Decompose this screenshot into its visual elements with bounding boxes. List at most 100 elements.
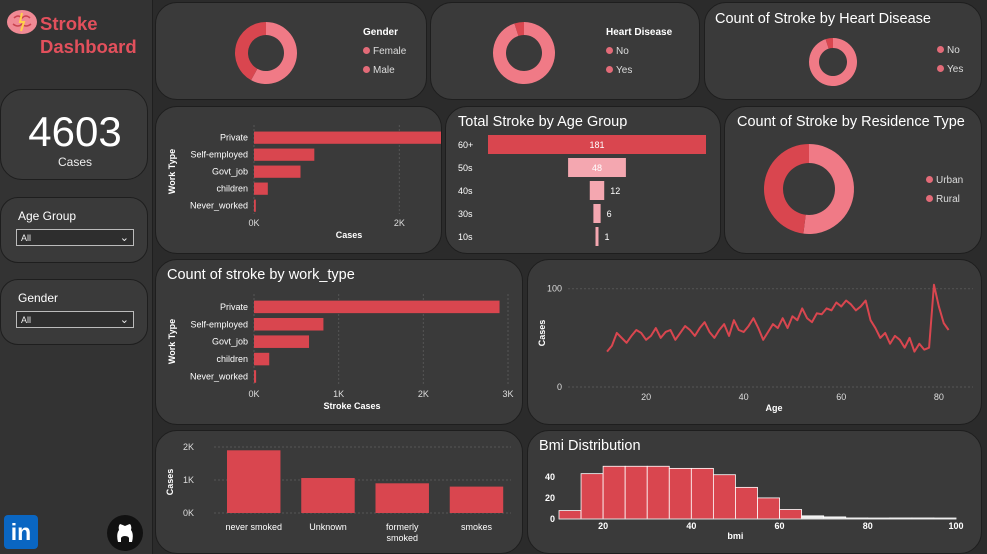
bmi-xtick: 20 [598,521,608,531]
legend-item-yes[interactable]: Yes [937,60,963,79]
bmi-bin [690,467,714,520]
github-icon[interactable] [106,514,144,552]
legend-dot [937,65,944,72]
gender-donut [235,22,297,84]
legend-item-urban[interactable]: Urban [926,171,963,190]
age-line-card: 0 100 20 40 60 80 Age Cases [527,259,982,425]
worktype-small-ylabel: Work Type [167,149,177,194]
smoking-ytick: 0K [183,508,194,518]
worktype-large-title: Count of stroke by work_type [167,267,355,283]
bmi-bin [624,465,648,520]
age-funnel-title: Total Stroke by Age Group [458,114,628,130]
gender-slicer: Gender All ⌄ [0,279,148,345]
residence-title: Count of Stroke by Residence Type [737,114,965,130]
linkedin-text: in [10,519,32,545]
gender-slice-male [235,22,266,81]
worktype-small-chart: 0K 2K Private Self-employed Govt_job children… [167,125,441,240]
worktype-large-bar [254,318,324,331]
chevron-down-icon: ⌄ [119,232,129,244]
age-line-series [606,283,950,353]
age-funnel-category-label: 10s [458,232,473,242]
bmi-ytick: 20 [545,493,555,503]
age-funnel-value-label: 12 [610,186,620,196]
bmi-xtick: 100 [948,521,963,531]
worktype-large-bar [254,370,257,383]
legend-item-rural[interactable]: Rural [926,190,963,209]
worktype-large-bar [254,352,270,366]
age-funnel-bar [589,181,605,200]
gender-label: Gender [18,291,59,305]
dashboard-title: Stroke Dashboard [40,12,137,58]
age-line-ytick: 0 [557,382,562,392]
worktype-small-bar [254,182,268,195]
worktype-large-xtick: 0K [248,389,259,399]
heart-count-legend: No Yes [937,41,963,79]
age-funnel-value-label: 6 [607,209,612,219]
bmi-bin [735,486,758,520]
legend-dot [926,176,933,183]
age-line-xtick: 80 [934,392,944,402]
dashboard-title-line2: Dashboard [40,36,137,57]
bmi-hist-card: Bmi Distribution 0 20 40 20 40 60 80 100 bmi [527,430,982,554]
linkedin-icon[interactable]: in [4,515,38,549]
bmi-ytick: 0 [550,514,555,524]
age-line-xtick: 20 [641,392,651,402]
smoking-category-label: smokes [461,522,493,532]
worktype-large-category-label: Govt_job [212,337,248,347]
legend-dot [363,66,370,73]
worktype-small-bar [254,131,441,144]
age-line-chart: 0 100 20 40 60 80 Age Cases [537,283,973,413]
kpi-card: 4603 Cases [0,89,148,180]
gender-legend-title: Gender [363,27,399,38]
worktype-small-xtick: 2K [394,218,405,228]
worktype-small-xtick: 0K [248,218,259,228]
smoking-bar [375,483,429,513]
age-group-dropdown[interactable]: All ⌄ [16,229,134,246]
age-funnel-category-label: 40s [458,186,473,196]
residence-legend: Urban Rural [926,171,963,209]
age-funnel-category-label: 50s [458,163,473,173]
legend-item-female[interactable]: Female [363,42,406,61]
smoking-ylabel: Cases [165,469,175,496]
age-line-ytick: 100 [547,284,562,294]
bmi-bin [558,510,582,520]
age-group-label: Age Group [18,209,77,223]
smoking-bar-card: 0K 1K 2K never smoked Unknown formerly smoked s… [155,430,523,554]
bmi-bin [712,474,736,520]
legend-item-no[interactable]: No [937,41,963,60]
age-funnel-bar [488,135,706,154]
kpi-value: 4603 [28,108,122,155]
worktype-small-bar [254,199,256,212]
age-line-xlabel: Age [765,403,782,413]
bmi-bin [668,467,692,520]
heart-disease-legend-title: Heart Disease [606,27,673,38]
legend-item-yes[interactable]: Yes [606,61,672,80]
age-line-xtick: 60 [836,392,846,402]
bmi-xtick: 60 [775,521,785,531]
worktype-large-category-label: Self-employed [190,319,248,329]
bmi-xtick: 40 [686,521,696,531]
worktype-large-category-label: Private [220,302,248,312]
age-line-xtick: 40 [739,392,749,402]
gender-donut-card: Gender Female Male [155,2,427,100]
heart-disease-donut-card: Heart Disease No Yes [430,2,700,100]
legend-dot [606,47,613,54]
heart-count-title: Count of Stroke by Heart Disease [715,11,931,27]
legend-item-male[interactable]: Male [363,61,406,80]
dashboard-title-line1: Stroke [40,13,98,34]
age-funnel-value-label: 48 [592,163,602,173]
bmi-bin [646,465,670,520]
smoking-category-label: never smoked [225,522,282,532]
bmi-bin [602,465,626,520]
legend-dot [606,66,613,73]
worktype-large-xtick: 2K [418,389,429,399]
heart-disease-donut [493,22,555,85]
heart-count-donut-card: Count of Stroke by Heart Disease No Yes [704,2,982,100]
heart-slice-yes [514,22,524,36]
worktype-small-bar [254,148,315,161]
worktype-small-category-label: Private [220,133,248,143]
gender-dropdown[interactable]: All ⌄ [16,311,134,328]
legend-item-no[interactable]: No [606,42,672,61]
worktype-small-category-label: children [216,184,248,194]
